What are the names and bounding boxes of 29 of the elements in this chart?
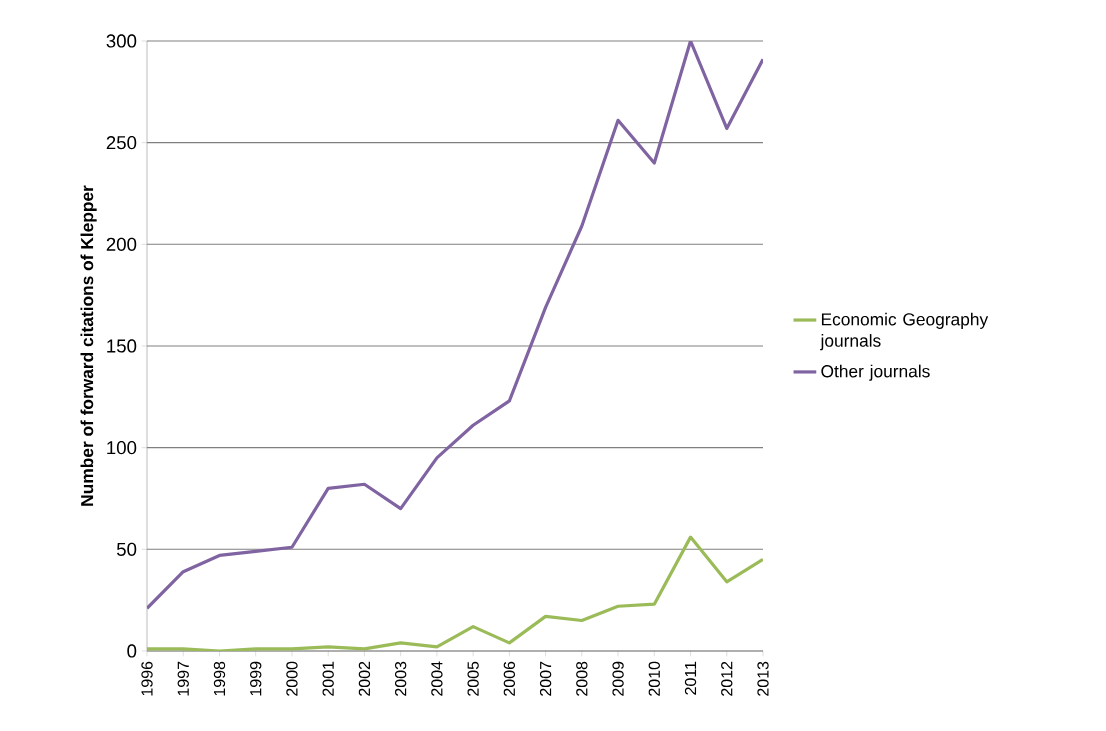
y-tick-label: 0 [127, 644, 137, 658]
x-tick-label: 2007 [539, 661, 552, 696]
x-tick-label: 2008 [576, 661, 588, 696]
line-series [147, 40, 763, 610]
x-tick-label: 2009 [612, 661, 624, 696]
y-tick-label: 300 [106, 34, 137, 48]
y-tick-label: 50 [116, 542, 137, 556]
y-axis-title: Number of forward citations of Klepper [80, 185, 97, 506]
y-tick-label: 150 [107, 339, 137, 353]
x-tick-label: 2002 [358, 661, 371, 696]
x-tick-label: 1999 [250, 661, 262, 696]
legend-label: Economic Geography journals [820, 312, 989, 351]
x-tick-label: 2005 [467, 661, 479, 696]
y-tick-label: 200 [106, 237, 137, 251]
x-tick-label: 2013 [757, 661, 769, 696]
x-tick-label: 1998 [213, 661, 226, 696]
x-tick-label: 2010 [648, 661, 660, 696]
x-tick-label: 2000 [286, 661, 298, 696]
x-tick-label: 2001 [322, 661, 334, 696]
y-tick-label: 250 [106, 136, 137, 150]
x-tick-label: 2003 [395, 661, 407, 696]
x-tick-label: 1997 [177, 661, 189, 696]
x-tick-label: 2004 [431, 661, 443, 696]
x-tick-label: 1996 [141, 661, 153, 696]
x-tick-label: 2011 [684, 661, 697, 695]
x-tick-label: 2012 [721, 661, 733, 696]
x-tick-label: 2006 [503, 661, 516, 696]
y-tick-label: 100 [107, 441, 137, 455]
legend-label: Other journals [821, 364, 930, 381]
